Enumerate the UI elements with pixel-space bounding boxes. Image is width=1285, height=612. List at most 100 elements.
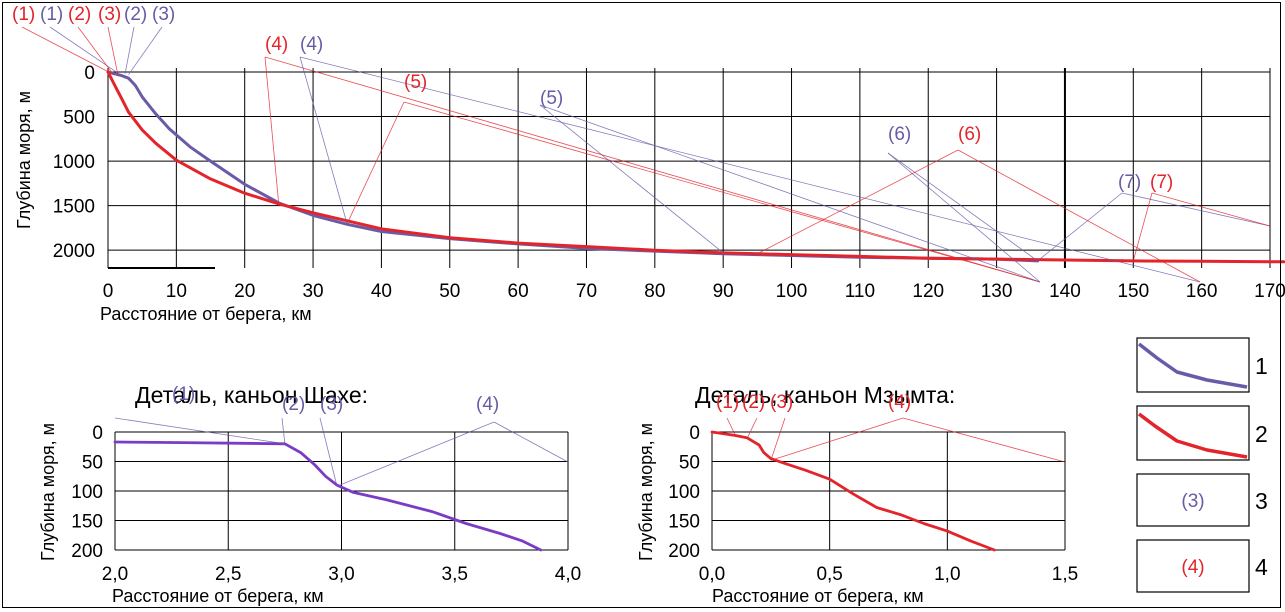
legend-box-4	[1136, 539, 1250, 593]
chart2-annotation-label: (2)	[742, 392, 765, 413]
chart0-annotation-leader	[107, 26, 119, 77]
legend-sample-label-3: (3)	[1181, 491, 1204, 512]
chart1-series-line	[113, 440, 543, 552]
chart2-x-tick-label: 1,5	[1052, 564, 1078, 585]
legend-number-2: 2	[1255, 421, 1268, 447]
chart0-x-tick-label: 90	[713, 281, 734, 302]
chart0-annotation-leader	[124, 26, 135, 74]
chart0-annotation-label: (5)	[540, 88, 563, 109]
chart1-x-tick-label: 3,5	[442, 564, 468, 585]
chart2-annotation-leader	[746, 417, 758, 439]
chart2-annotation-label: (3)	[770, 392, 793, 413]
chart0-annotation-leader	[1132, 192, 1153, 261]
chart0-x-tick-label: 60	[508, 281, 529, 302]
chart0-x-tick-label: 50	[439, 281, 460, 302]
chart0-annotation-leader	[539, 104, 1041, 283]
legend-number-1: 1	[1255, 353, 1268, 379]
chart0-y-axis-label: Глубина моря, м	[14, 91, 34, 229]
chart1-x-tick-label: 4,0	[555, 564, 581, 585]
chart2-x-tick-label: 1,0	[934, 564, 960, 585]
chart0-annotation-label: (1)	[40, 4, 63, 25]
chart1-annotation-leader	[493, 421, 569, 463]
chart2-annotation-leader	[902, 417, 1066, 463]
chart0-x-axis-label: Расстояние от берега, км	[100, 304, 312, 324]
chart0-x-tick-label: 100	[776, 281, 808, 302]
chart0-annotation-leader	[299, 56, 348, 225]
chart0-annotation-leader	[21, 26, 112, 74]
chart2-y-tick-label: 0	[689, 423, 700, 444]
chart1-annotation-leader	[114, 417, 285, 445]
chart0-annotation-leader	[757, 149, 959, 255]
chart0-x-tick-label: 40	[371, 281, 392, 302]
chart2-series-line	[710, 430, 996, 552]
chart2-x-axis-label: Расстояние от берега, км	[712, 586, 924, 606]
chart0-annotation-leader	[539, 104, 724, 254]
chart0-annotation-label: (5)	[404, 72, 427, 93]
chart0-annotation-leader	[957, 149, 1201, 283]
chart1-title: Деталь, каньон Шахе:	[135, 382, 368, 408]
legend-number-4: 4	[1255, 554, 1268, 580]
chart0-annotation-leader	[1121, 192, 1271, 227]
chart0-x-tick-label: 30	[302, 281, 323, 302]
chart1-x-tick-label: 2,0	[102, 564, 128, 585]
chart1-annotation-label: (2)	[282, 394, 305, 415]
chart0-y-tick-label: 2000	[53, 241, 95, 262]
chart1-annotation-leader	[281, 417, 286, 444]
chart0-x-tick-label: 110	[845, 281, 875, 302]
chart0-annotation-leader	[346, 101, 405, 224]
chart0-x-tick-label: 0	[103, 281, 114, 302]
chart0-annotation-label: (4)	[265, 34, 288, 55]
chart0-x-tick-label: 80	[644, 281, 665, 302]
chart0-x-tick-label: 140	[1049, 281, 1081, 302]
chart0-y-tick-label: 1000	[53, 152, 95, 173]
chart1-x-tick-label: 2,5	[215, 564, 241, 585]
chart0-annotation-leader	[1151, 192, 1271, 227]
legend-swatch-2	[1137, 412, 1248, 459]
chart2-y-tick-label: 50	[679, 453, 700, 474]
chart1-y-axis-label: Глубина моря, м	[38, 423, 58, 561]
chart0-x-tick-label: 70	[576, 281, 597, 302]
chart1-y-tick-label: 0	[92, 423, 103, 444]
chart2-annotation-label: (1)	[716, 392, 739, 413]
chart1-y-tick-label: 100	[71, 482, 103, 503]
chart1-y-tick-label: 150	[71, 512, 103, 533]
chart0-annotation-label: (6)	[888, 124, 911, 145]
chart0-annotation-leader	[264, 56, 1041, 283]
legend-box-3	[1136, 473, 1250, 527]
chart0-x-tick-label: 150	[1117, 281, 1149, 302]
chart0-x-tick-label: 130	[981, 281, 1013, 302]
chart1-annotation-label: (1)	[172, 384, 195, 405]
chart0-annotation-label: (2)	[68, 4, 91, 25]
chart2-y-tick-label: 100	[668, 482, 700, 503]
chart1-annotation-label: (4)	[476, 394, 499, 415]
chart2-annotation-label: (4)	[888, 392, 911, 413]
chart0-y-tick-label: 500	[63, 108, 95, 129]
chart1-annotation-leader	[319, 417, 338, 487]
chart0-series-line	[106, 70, 1040, 263]
chart0-x-tick-label: 120	[912, 281, 944, 302]
chart2-x-tick-label: 0,5	[816, 564, 842, 585]
chart2-annotation-leader	[770, 417, 904, 461]
chart0-x-tick-label: 170	[1254, 281, 1285, 302]
chart0-annotation-leader	[403, 101, 1041, 283]
chart1-annotation-leader	[336, 421, 495, 487]
chart0-annotation-label: (7)	[1118, 172, 1141, 193]
chart0-y-tick-label: 1500	[53, 197, 95, 218]
chart0-x-tick-label: 160	[1186, 281, 1218, 302]
chart0-annotation-leader	[887, 152, 1038, 262]
chart2-y-axis-label: Глубина моря, м	[636, 423, 656, 561]
chart0-annotation-label: (1)	[12, 4, 35, 25]
chart2-y-tick-label: 150	[668, 512, 700, 533]
chart2-title: Деталь, каньон Мзымта:	[695, 382, 955, 408]
chart2-y-tick-label: 200	[668, 541, 700, 562]
chart0-annotation-label: (7)	[1150, 172, 1173, 193]
chart2-annotation-leader	[770, 417, 786, 461]
chart0-annotation-label: (4)	[300, 34, 323, 55]
legend-swatch-1	[1137, 342, 1248, 389]
legend-number-3: 3	[1255, 488, 1268, 514]
chart0-annotation-leader	[299, 56, 1201, 283]
chart0-x-tick-label: 10	[166, 281, 187, 302]
chart0-x-tick-label: 20	[234, 281, 255, 302]
